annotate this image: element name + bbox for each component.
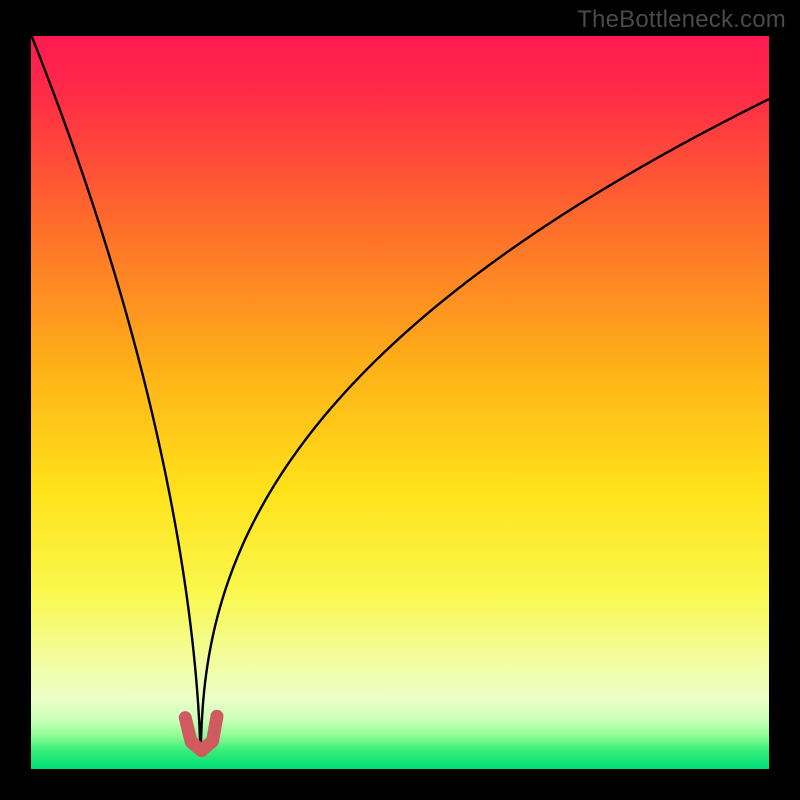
bottleneck-chart — [0, 0, 800, 800]
plot-background — [31, 36, 769, 769]
watermark-text: TheBottleneck.com — [577, 6, 786, 34]
chart-frame: TheBottleneck.com — [0, 0, 800, 800]
